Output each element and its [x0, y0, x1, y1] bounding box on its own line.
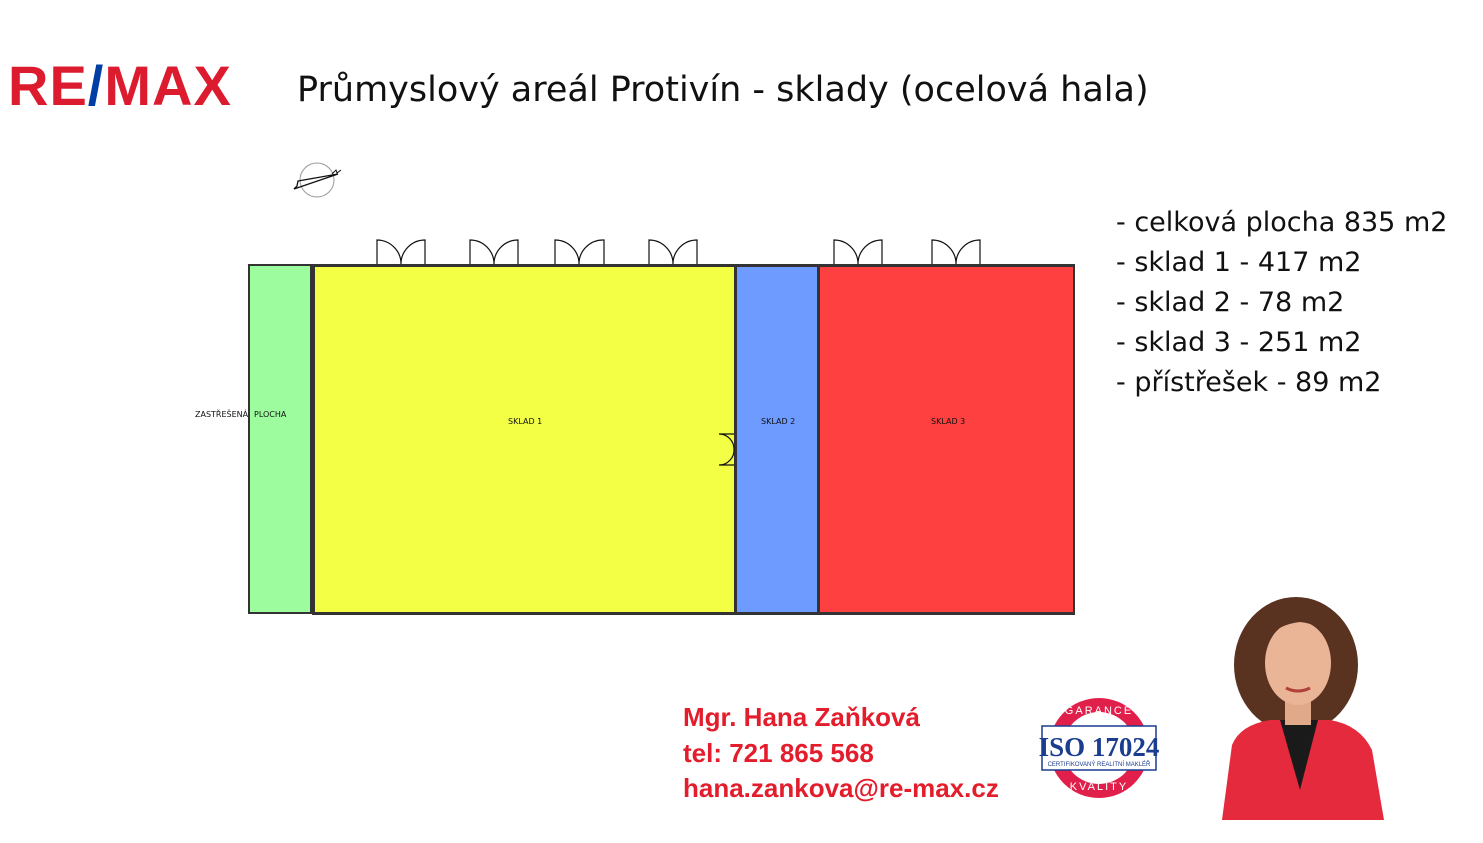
badge-bottom: KVALITY [1070, 781, 1128, 793]
area-sklad-3: - sklad 3 - 251 m2 [1116, 327, 1362, 358]
area-sklad-1: - sklad 1 - 417 m2 [1116, 247, 1362, 278]
area-list: - celková plocha 835 m2 - sklad 1 - 417 … [1116, 203, 1447, 403]
agent-name: Mgr. Hana Zaňková [683, 702, 920, 732]
page-title: Průmyslový areál Protivín - sklady (ocel… [297, 70, 1149, 110]
area-total: - celková plocha 835 m2 [1116, 207, 1448, 238]
label-zastresena: ZASTŘEŠENÁ [195, 408, 249, 419]
label-plocha: PLOCHA [254, 410, 287, 419]
north-arrow-icon [293, 162, 342, 198]
agent-phone[interactable]: tel: 721 865 568 [683, 737, 874, 768]
badge-top: GARANCE [1065, 705, 1133, 717]
room-sklad-1 [315, 267, 734, 612]
agent-email[interactable]: hana.zankova@re-max.cz [683, 773, 999, 803]
contact-block: Mgr. Hana Zaňková tel: 721 865 568 hana.… [683, 700, 999, 807]
remax-logo: RE/MAX [8, 54, 232, 117]
label-sklad-1: SKLAD 1 [508, 417, 542, 426]
badge-sub: CERTIFIKOVANÝ REALITNÍ MAKLÉŘ [1048, 760, 1151, 768]
doors [376, 239, 981, 466]
agent-photo [1222, 597, 1384, 820]
room-pristresek [248, 264, 312, 614]
area-sklad-2: - sklad 2 - 78 m2 [1116, 287, 1345, 318]
room-sklad-2 [737, 267, 817, 612]
area-pristresek: - přístřešek - 89 m2 [1116, 367, 1382, 398]
label-sklad-3: SKLAD 3 [931, 417, 965, 426]
room-sklad-3 [820, 267, 1073, 612]
badge-main: ISO 17024 [1039, 732, 1160, 762]
iso-badge: GARANCE ISO 17024 CERTIFIKOVANÝ REALITNÍ… [1039, 698, 1160, 798]
label-sklad-2: SKLAD 2 [761, 417, 795, 426]
